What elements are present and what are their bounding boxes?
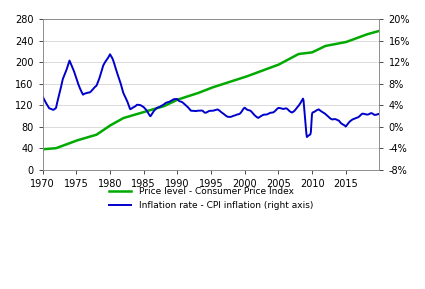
Inflation rate - CPI inflation (right axis) bbox=[294, 106, 299, 110]
Line: Price level - Consumer Price Index: Price level - Consumer Price Index bbox=[42, 31, 380, 149]
Inflation rate - CPI inflation (right axis) bbox=[40, 95, 45, 98]
Price level - Consumer Price Index bbox=[238, 77, 244, 80]
Inflation rate - CPI inflation (right axis) bbox=[239, 110, 244, 113]
Price level - Consumer Price Index bbox=[40, 148, 45, 151]
Price level - Consumer Price Index bbox=[265, 67, 270, 71]
Price level - Consumer Price Index bbox=[99, 129, 105, 133]
Inflation rate - CPI inflation (right axis) bbox=[193, 109, 198, 113]
Inflation rate - CPI inflation (right axis) bbox=[304, 135, 309, 139]
Line: Inflation rate - CPI inflation (right axis): Inflation rate - CPI inflation (right ax… bbox=[42, 54, 380, 137]
Inflation rate - CPI inflation (right axis) bbox=[99, 67, 105, 71]
Inflation rate - CPI inflation (right axis) bbox=[377, 112, 382, 116]
Inflation rate - CPI inflation (right axis) bbox=[127, 106, 132, 110]
Price level - Consumer Price Index bbox=[127, 115, 132, 118]
Price level - Consumer Price Index bbox=[294, 53, 299, 57]
Legend: Price level - Consumer Price Index, Inflation rate - CPI inflation (right axis): Price level - Consumer Price Index, Infl… bbox=[105, 184, 317, 214]
Inflation rate - CPI inflation (right axis) bbox=[266, 112, 271, 116]
Inflation rate - CPI inflation (right axis) bbox=[108, 53, 113, 56]
Price level - Consumer Price Index bbox=[193, 92, 198, 96]
Price level - Consumer Price Index bbox=[377, 29, 382, 33]
